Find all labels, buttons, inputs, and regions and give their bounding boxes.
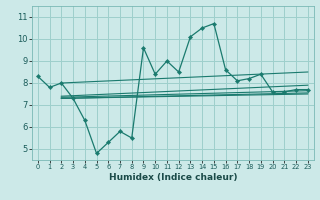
X-axis label: Humidex (Indice chaleur): Humidex (Indice chaleur) <box>108 173 237 182</box>
